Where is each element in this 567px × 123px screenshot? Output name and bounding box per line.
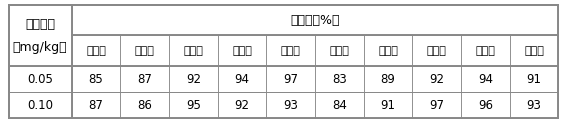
Bar <box>510 66 558 92</box>
Bar <box>510 92 558 118</box>
Text: 97: 97 <box>429 99 445 112</box>
Bar <box>315 35 364 66</box>
Bar <box>218 35 266 66</box>
Bar <box>120 35 169 66</box>
Bar <box>218 92 266 118</box>
Bar <box>169 66 218 92</box>
Text: 92: 92 <box>235 99 249 112</box>
Bar <box>315 92 364 118</box>
Text: 回收率（%）: 回收率（%） <box>290 14 340 27</box>
Bar <box>364 92 412 118</box>
Bar <box>461 92 510 118</box>
Text: 84: 84 <box>332 99 347 112</box>
Text: 吡虫啉: 吡虫啉 <box>86 46 106 56</box>
Text: 91: 91 <box>380 99 396 112</box>
Text: 86: 86 <box>137 99 152 112</box>
Text: 93: 93 <box>284 99 298 112</box>
Bar <box>72 66 120 92</box>
Text: 西草净: 西草净 <box>427 46 447 56</box>
Text: （mg/kg）: （mg/kg） <box>13 41 67 54</box>
Bar <box>9 92 72 118</box>
Bar <box>461 66 510 92</box>
Bar <box>9 5 72 66</box>
Bar <box>266 92 315 118</box>
Bar <box>364 66 412 92</box>
Text: 94: 94 <box>235 73 249 85</box>
Bar <box>120 66 169 92</box>
Text: 灭多威: 灭多威 <box>329 46 349 56</box>
Bar <box>72 35 120 66</box>
Bar <box>72 5 558 35</box>
Text: 速灭威: 速灭威 <box>524 46 544 56</box>
Bar <box>72 92 120 118</box>
Bar <box>412 92 461 118</box>
Text: 噻虫嗪: 噻虫嗪 <box>184 46 204 56</box>
Bar <box>120 92 169 118</box>
Text: 94: 94 <box>478 73 493 85</box>
Text: 毒死蜱: 毒死蜱 <box>378 46 398 56</box>
Text: 93: 93 <box>527 99 541 112</box>
Text: 啶虫脒: 啶虫脒 <box>135 46 155 56</box>
Text: 0.05: 0.05 <box>27 73 53 85</box>
Text: 茚虫威: 茚虫威 <box>232 46 252 56</box>
Text: 89: 89 <box>380 73 396 85</box>
Text: 91: 91 <box>527 73 541 85</box>
Text: 87: 87 <box>137 73 152 85</box>
Text: 0.10: 0.10 <box>27 99 53 112</box>
Bar <box>461 35 510 66</box>
Bar <box>169 35 218 66</box>
Bar <box>266 35 315 66</box>
Bar <box>315 66 364 92</box>
Text: 97: 97 <box>284 73 298 85</box>
Text: 95: 95 <box>186 99 201 112</box>
Text: 加标水平: 加标水平 <box>25 18 55 31</box>
Text: 85: 85 <box>88 73 103 85</box>
Text: 92: 92 <box>186 73 201 85</box>
Text: 92: 92 <box>429 73 445 85</box>
Bar <box>412 35 461 66</box>
Bar <box>9 66 72 92</box>
Bar <box>169 92 218 118</box>
Text: 83: 83 <box>332 73 347 85</box>
Bar <box>364 35 412 66</box>
Bar <box>412 66 461 92</box>
Bar <box>510 35 558 66</box>
Text: 扑灭津: 扑灭津 <box>476 46 496 56</box>
Text: 噻嗪酮: 噻嗪酮 <box>281 46 301 56</box>
Text: 87: 87 <box>88 99 104 112</box>
Bar <box>266 66 315 92</box>
Bar <box>218 66 266 92</box>
Text: 96: 96 <box>478 99 493 112</box>
